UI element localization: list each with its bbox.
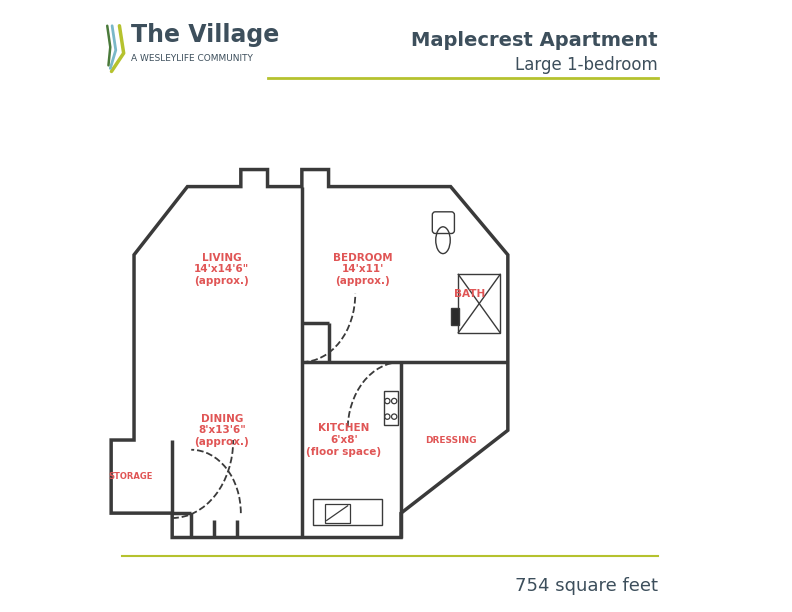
Text: BEDROOM
14'x11'
(approx.): BEDROOM 14'x11' (approx.) bbox=[333, 253, 393, 286]
Bar bbox=[325, 504, 349, 523]
Text: DINING
8'x13'6"
(approx.): DINING 8'x13'6" (approx.) bbox=[194, 414, 249, 447]
Text: BATH: BATH bbox=[454, 289, 485, 299]
Text: KITCHEN
6'x8'
(floor space): KITCHEN 6'x8' (floor space) bbox=[307, 424, 382, 457]
Text: The Village: The Village bbox=[131, 23, 280, 47]
Bar bbox=[314, 499, 382, 525]
Text: 754 square feet: 754 square feet bbox=[515, 577, 658, 595]
Text: A WESLEYLIFE COMMUNITY: A WESLEYLIFE COMMUNITY bbox=[131, 54, 253, 63]
Bar bbox=[451, 308, 459, 326]
Bar bbox=[459, 274, 501, 333]
Text: Maplecrest Apartment: Maplecrest Apartment bbox=[411, 31, 658, 50]
Text: DRESSING: DRESSING bbox=[425, 436, 476, 444]
Text: Large 1-bedroom: Large 1-bedroom bbox=[516, 56, 658, 74]
Bar bbox=[384, 391, 398, 425]
Text: STORAGE: STORAGE bbox=[108, 472, 152, 481]
Text: LIVING
14'x14'6"
(approx.): LIVING 14'x14'6" (approx.) bbox=[194, 253, 249, 286]
